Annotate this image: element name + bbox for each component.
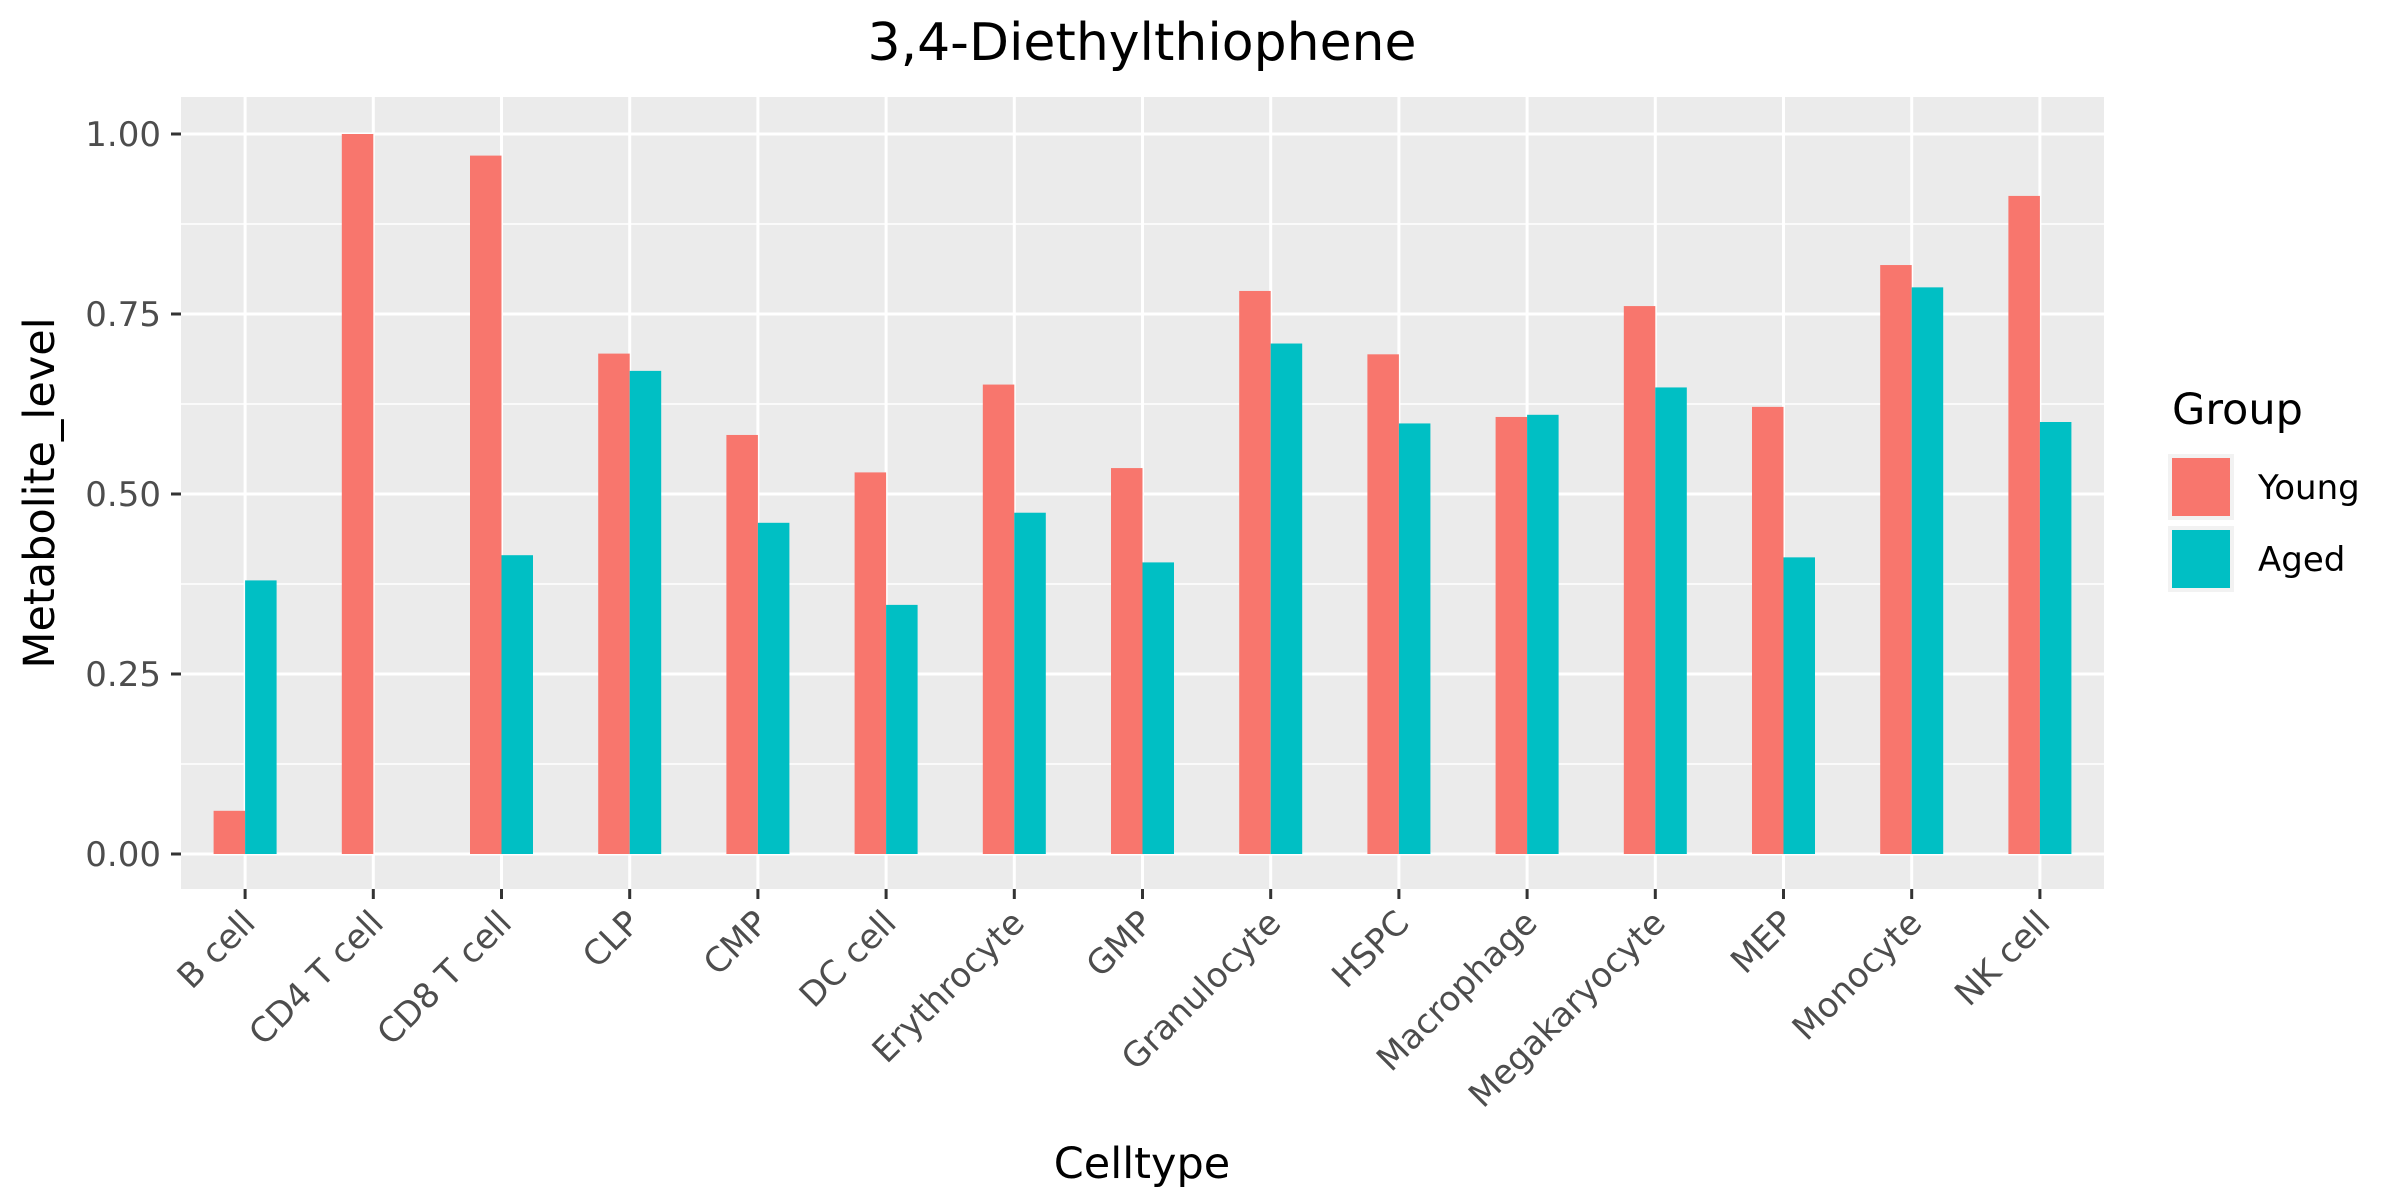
bar-young-cmp	[726, 434, 758, 854]
bar-aged-b-cell	[245, 580, 277, 854]
bar-young-monocyte	[1880, 265, 1912, 854]
bar-aged-cmp	[757, 522, 790, 854]
bar-young-dc-cell	[854, 472, 887, 854]
y-axis: 0.00 0.25 0.50 0.75 1.00	[85, 115, 181, 875]
bar-aged-granulocyte	[1270, 343, 1303, 854]
bar-young-b-cell	[213, 810, 246, 854]
bar-aged-hspc	[1398, 423, 1431, 854]
bars	[213, 134, 2072, 855]
bar-young-clp	[598, 353, 630, 854]
x-tick-label: B cell	[170, 903, 264, 997]
bar-aged-megakaryocyte	[1655, 387, 1687, 854]
x-tick-label: Monocyte	[1785, 903, 1930, 1048]
bar-young-granulocyte	[1239, 290, 1271, 855]
x-tick-label: CD4 T cell	[241, 903, 391, 1053]
x-axis-title: Celltype	[1054, 1139, 1230, 1189]
bar-aged-nk-cell	[2039, 422, 2072, 854]
bar-young-macrophage	[1495, 416, 1528, 854]
x-tick-label: HSPC	[1324, 903, 1417, 996]
y-tick-label: 0.75	[85, 295, 161, 335]
legend-key-aged	[2172, 530, 2230, 588]
x-tick-label: CD8 T cell	[370, 903, 520, 1053]
bar-young-mep	[1752, 406, 1784, 854]
bar-young-erythrocyte	[982, 384, 1015, 854]
bar-aged-mep	[1783, 557, 1815, 854]
y-tick-label: 0.25	[85, 655, 161, 695]
bar-aged-gmp	[1142, 562, 1174, 854]
y-axis-title: Metabolite_level	[15, 317, 65, 668]
bar-young-megakaryocyte	[1623, 306, 1656, 855]
x-tick-label: NK cell	[1947, 903, 2058, 1014]
bar-young-cd8-t-cell	[470, 155, 502, 855]
bar-young-gmp	[1111, 468, 1143, 854]
y-tick-label: 0.50	[85, 475, 161, 515]
bar-young-nk-cell	[2008, 195, 2040, 855]
legend-title: Group	[2172, 385, 2303, 435]
legend-label-aged: Aged	[2258, 540, 2345, 580]
legend: Group Young Aged	[2168, 385, 2360, 592]
chart-title: 3,4-Diethylthiophene	[867, 13, 1416, 73]
x-tick-label: DC cell	[792, 903, 905, 1016]
bar-aged-dc-cell	[886, 604, 918, 854]
bar-aged-erythrocyte	[1014, 512, 1046, 854]
legend-key-young	[2172, 458, 2230, 516]
bar-young-cd4-t-cell	[341, 134, 374, 854]
bar-aged-cd8-t-cell	[501, 555, 533, 854]
y-tick-label: 0.00	[85, 835, 161, 875]
bar-aged-macrophage	[1527, 414, 1559, 854]
x-tick-label: CLP	[575, 903, 648, 976]
x-tick-label: MEP	[1723, 903, 1802, 982]
x-tick-label: CMP	[696, 903, 776, 983]
bar-aged-monocyte	[1911, 287, 1944, 854]
y-tick-label: 1.00	[85, 115, 161, 155]
bar-young-hspc	[1367, 354, 1399, 854]
bar-aged-clp	[629, 370, 662, 854]
legend-label-young: Young	[2257, 468, 2360, 508]
x-tick-label: GMP	[1079, 903, 1161, 985]
